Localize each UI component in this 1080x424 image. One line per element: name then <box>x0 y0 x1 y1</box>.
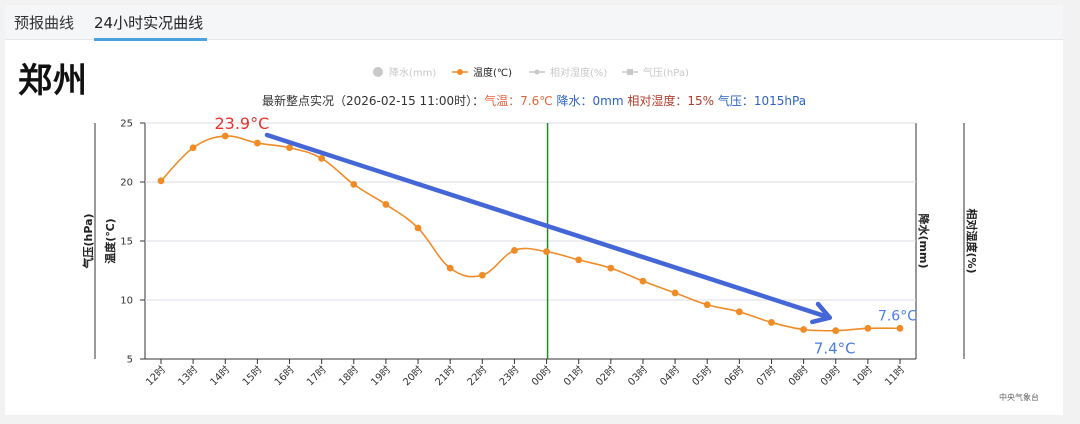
legend-precip-icon <box>373 67 383 77</box>
temperature-point[interactable] <box>221 132 229 140</box>
x-tick-label: 20时 <box>401 364 426 389</box>
x-axis: 12时 13时 14时 15时 16时 17时 18时 19时 20时 21时 22时 23时 00时 0… <box>144 359 908 389</box>
x-tick-label: 07时 <box>754 364 779 389</box>
temperature-point[interactable] <box>832 327 840 335</box>
temperature-point[interactable] <box>350 180 358 188</box>
observation-humidity: 相对湿度：15% <box>627 93 714 108</box>
annotations: 23.9°C 7.4°C 7.6°C <box>214 114 917 358</box>
temperature-point[interactable] <box>607 264 615 272</box>
temperature-point[interactable] <box>703 301 711 309</box>
credit-text: 中央气象台 <box>999 393 1039 402</box>
legend-humidity-label: 相对湿度(%) <box>550 66 607 79</box>
temperature-point[interactable] <box>575 256 583 264</box>
temperature-point[interactable] <box>446 264 454 272</box>
legend: 降水(mm) 温度(℃) 相对湿度(%) 气压(hPa) <box>373 66 689 79</box>
temperature-line <box>160 135 901 332</box>
observation-summary: 最新整点实况（2026-02-15 11:00时）：气温：7.6℃ 降水：0mm… <box>262 93 806 108</box>
x-tick-label: 11时 <box>883 364 908 389</box>
observation-pressure: 气压：1015hPa <box>718 93 806 108</box>
x-tick-label: 23时 <box>497 364 522 389</box>
x-tick-label: 06时 <box>722 364 747 389</box>
last-temp-annotation: 7.6°C <box>878 308 917 324</box>
temperature-point[interactable] <box>511 247 518 254</box>
temperature-point[interactable] <box>800 326 808 333</box>
y-axis: 5 10 15 20 25 <box>120 119 145 366</box>
temperature-point[interactable] <box>864 324 872 332</box>
x-tick-label: 04时 <box>658 364 683 389</box>
legend-temp-label: 温度(℃) <box>473 66 512 79</box>
legend-humidity-dot-icon <box>534 69 540 75</box>
x-tick-label: 17时 <box>304 364 329 389</box>
temperature-point[interactable] <box>735 308 743 316</box>
x-tick-label: 12时 <box>144 364 169 389</box>
temperature-point[interactable] <box>671 289 679 297</box>
y-tick-label: 5 <box>127 355 133 366</box>
x-tick-label: 00时 <box>529 364 554 389</box>
x-tick-label: 10时 <box>850 364 875 389</box>
tab-bar: 预报曲线 24小时实况曲线 <box>5 5 1063 41</box>
temperature-point[interactable] <box>318 155 326 162</box>
active-tab-indicator <box>94 38 207 41</box>
city-title: 郑州 <box>18 61 88 101</box>
temperature-point[interactable] <box>478 271 486 279</box>
temperature-point[interactable] <box>896 324 904 332</box>
legend-temp-dot-icon <box>457 69 463 75</box>
chart-panel <box>5 5 1063 415</box>
temperature-point[interactable] <box>253 139 261 147</box>
legend-item-pressure[interactable]: 气压(hPa) <box>622 66 689 79</box>
axis-title-precip: 降水(mm) <box>917 214 931 269</box>
y-tick-label: 15 <box>120 237 133 248</box>
min-temp-annotation: 7.4°C <box>814 340 856 358</box>
temperature-point[interactable] <box>768 319 775 326</box>
axis-title-humidity: 相对湿度(%) <box>965 208 979 273</box>
tab-forecast-curve[interactable]: 预报曲线 <box>14 14 75 32</box>
observation-temp: 气温：7.6℃ <box>484 93 553 108</box>
temperature-point[interactable] <box>382 201 390 208</box>
legend-item-temp[interactable]: 温度(℃) <box>452 66 512 79</box>
grid <box>145 122 916 360</box>
legend-pressure-label: 气压(hPa) <box>643 66 689 79</box>
temperature-point[interactable] <box>189 144 197 152</box>
temperature-point[interactable] <box>414 224 422 232</box>
temperature-point[interactable] <box>639 277 647 285</box>
x-tick-label: 03时 <box>626 364 651 389</box>
x-tick-label: 09时 <box>818 364 843 389</box>
trend-arrow-icon <box>264 132 832 320</box>
legend-pressure-square-icon <box>627 69 633 75</box>
x-tick-label: 02时 <box>593 364 618 389</box>
x-tick-label: 05时 <box>690 364 715 389</box>
y-tick-label: 20 <box>120 178 133 189</box>
y-tick-label: 25 <box>120 119 133 130</box>
trend-arrow-head-icon <box>809 301 832 325</box>
x-tick-label: 22时 <box>465 364 490 389</box>
tab-24h-observed-curve[interactable]: 24小时实况曲线 <box>94 14 204 32</box>
temperature-point[interactable] <box>286 144 293 152</box>
x-tick-label: 18时 <box>336 364 361 389</box>
legend-item-precip[interactable]: 降水(mm) <box>373 66 436 79</box>
observation-prefix: 最新整点实况（2026-02-15 11:00时）： <box>262 93 484 108</box>
temperature-series <box>157 132 904 335</box>
observation-precip: 降水：0mm <box>557 94 624 108</box>
legend-precip-label: 降水(mm) <box>389 66 436 79</box>
temperature-point[interactable] <box>157 177 165 185</box>
x-tick-label: 08时 <box>786 364 811 389</box>
axis-title-temperature: 温度(℃) <box>103 218 117 263</box>
x-tick-label: 16时 <box>272 364 297 389</box>
x-tick-label: 14时 <box>208 364 233 389</box>
temperature-point[interactable] <box>543 248 550 256</box>
x-tick-label: 01时 <box>561 364 586 389</box>
legend-item-humidity[interactable]: 相对湿度(%) <box>529 66 607 79</box>
y-tick-label: 10 <box>120 296 133 307</box>
max-temp-annotation: 23.9°C <box>214 114 269 133</box>
x-tick-label: 21时 <box>433 364 458 389</box>
x-tick-label: 13时 <box>176 364 201 389</box>
x-tick-label: 15时 <box>240 364 265 389</box>
axis-title-pressure-left: 气压(hPa) <box>81 213 95 269</box>
x-tick-label: 19时 <box>368 364 393 389</box>
